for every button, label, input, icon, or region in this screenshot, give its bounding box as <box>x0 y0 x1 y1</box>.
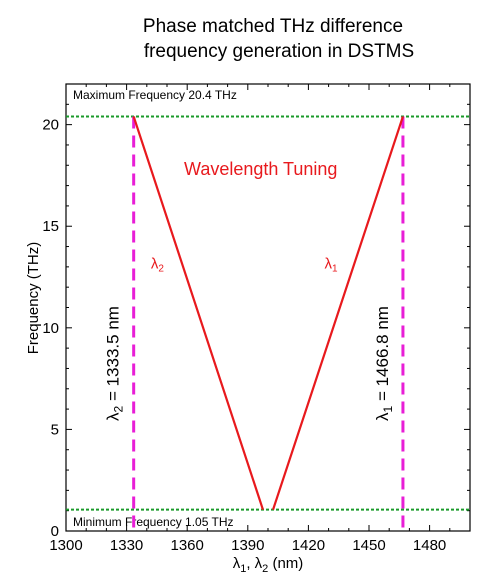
x-tick-label: 1330 <box>110 537 143 554</box>
lambda2-wavelength-label: λ2 = 1333.5 nm <box>104 306 126 421</box>
symbol: λ <box>104 412 123 421</box>
y-tick-label: 10 <box>42 320 59 337</box>
horizontal-reference-lines: Maximum Frequency 20.4 THz Minimum Freque… <box>66 88 470 529</box>
chart-title-line-1: Phase matched THz difference <box>143 16 403 37</box>
x-tick-label: 1300 <box>49 537 82 554</box>
series-label-symbol: λ <box>151 256 159 273</box>
x-axis-label-mid: , λ <box>246 555 262 572</box>
y-axis: 0 5 10 15 20 <box>42 103 470 540</box>
x-tick-label: 1360 <box>171 537 204 554</box>
x-axis: 1300 1330 1360 1390 1420 1450 1480 <box>49 84 451 554</box>
series-label-symbol: λ <box>325 256 333 273</box>
x-axis-label-sub1: 1 <box>240 563 246 575</box>
y-tick-label: 20 <box>42 117 59 134</box>
chart-title-line-2: frequency generation in DSTMS <box>144 41 414 62</box>
y-axis-label: Frequency (THz) <box>25 242 42 355</box>
series-label: λ2 <box>151 256 165 275</box>
x-axis-label-suffix: (nm) <box>268 555 303 572</box>
plot-area-frame <box>65 83 471 532</box>
series-label-subscript: 2 <box>158 264 164 275</box>
y-tick-label: 5 <box>51 421 59 438</box>
x-axis-label-sub2: 2 <box>262 563 268 575</box>
series-line-lambda1 <box>272 116 404 511</box>
series-line-lambda2 <box>132 116 264 511</box>
annotation-wavelength-tuning: Wavelength Tuning <box>184 159 337 179</box>
symbol: λ <box>373 412 392 421</box>
subscript: 1 <box>381 405 395 412</box>
x-tick-label: 1480 <box>413 537 446 554</box>
x-tick-label: 1390 <box>231 537 264 554</box>
y-tick-label: 0 <box>51 523 59 540</box>
y-tick-label: 15 <box>42 218 59 235</box>
x-tick-label: 1420 <box>292 537 325 554</box>
value-text: = 1333.5 nm <box>104 306 123 406</box>
x-tick-label: 1450 <box>352 537 385 554</box>
min-frequency-label: Minimum Frequency 1.05 THz <box>73 515 234 529</box>
data-series: λ2 λ1 <box>132 116 404 511</box>
series-label: λ1 <box>325 256 339 275</box>
series-label-subscript: 1 <box>332 264 338 275</box>
max-frequency-label: Maximum Frequency 20.4 THz <box>73 88 237 102</box>
x-axis-label-prefix: λ <box>233 555 241 572</box>
subscript: 2 <box>112 405 126 412</box>
x-axis-label: λ1, λ2 (nm) <box>233 555 304 575</box>
value-text: = 1466.8 nm <box>373 306 392 406</box>
lambda1-wavelength-label: λ1 = 1466.8 nm <box>373 306 395 421</box>
